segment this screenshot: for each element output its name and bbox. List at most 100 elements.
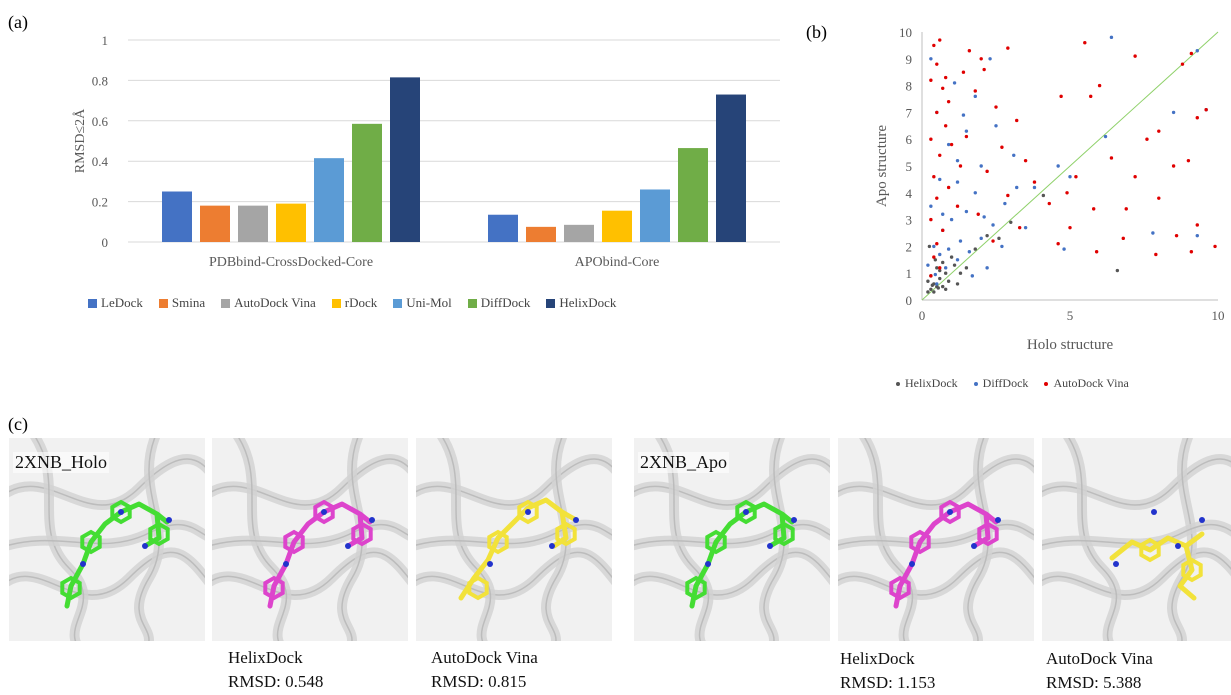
scatter-point xyxy=(985,169,989,174)
molecule-render: 2XNB_Holo xyxy=(9,438,205,641)
caption-method: AutoDock Vina xyxy=(1046,649,1153,668)
scatter-point xyxy=(985,233,989,238)
scatter-point xyxy=(938,276,942,281)
scatter-point xyxy=(952,263,957,267)
scatter-point xyxy=(1171,164,1176,168)
scatter-point xyxy=(1003,201,1007,206)
scatter-point xyxy=(982,215,986,219)
scatter-point xyxy=(932,175,936,179)
scatter-point xyxy=(930,283,935,287)
ligand xyxy=(263,499,375,609)
scatter-point xyxy=(979,236,983,241)
scatter-point xyxy=(1032,180,1037,184)
bar xyxy=(352,123,382,242)
scatter-point xyxy=(935,282,939,286)
scatter-point xyxy=(1151,231,1155,235)
protein-ligand-image xyxy=(212,438,408,641)
scatter-point xyxy=(943,271,948,275)
molecule-title: 2XNB_Holo xyxy=(13,452,110,473)
y-tick-label: 5 xyxy=(906,159,913,174)
protein-ribbon-edge xyxy=(9,458,205,506)
scatter-point xyxy=(1195,49,1199,53)
protein-ribbon xyxy=(1042,547,1231,600)
scatter-point xyxy=(1091,207,1096,211)
scatter-point xyxy=(1041,193,1046,198)
protein-ribbon-edge xyxy=(9,551,205,596)
scatter-point xyxy=(1006,193,1010,198)
scatter-point xyxy=(1012,153,1016,157)
nitrogen-atom xyxy=(525,509,531,515)
ligand-ring xyxy=(60,575,82,601)
ligand-ring xyxy=(939,499,961,525)
scatter-point xyxy=(1109,156,1114,160)
scatter-point xyxy=(946,142,951,147)
scatter-point xyxy=(1047,201,1051,206)
scatter-point xyxy=(1056,164,1060,168)
caption-method: HelixDock xyxy=(840,649,915,668)
ligand-ring xyxy=(555,521,577,547)
scatter-point xyxy=(932,244,936,249)
scatter-point xyxy=(955,204,960,208)
protein-ribbon-edge xyxy=(238,438,288,641)
scatter-point xyxy=(1180,62,1185,66)
legend-item: rDock xyxy=(331,295,377,311)
scatter-point xyxy=(935,242,939,246)
caption-method: HelixDock xyxy=(228,648,303,667)
scatter-point xyxy=(955,282,960,286)
scatter-point xyxy=(938,177,942,182)
legend-marker xyxy=(973,381,978,386)
ligand-ring xyxy=(909,529,931,555)
legend-item: HelixDock xyxy=(546,295,616,311)
y-tick-label: 7 xyxy=(906,105,913,120)
scatter-point xyxy=(1124,207,1128,211)
scatter-point xyxy=(952,81,957,85)
nitrogen-atom xyxy=(345,543,351,549)
ligand-ring xyxy=(889,575,911,601)
nitrogen-atom xyxy=(487,561,493,567)
scatter-point xyxy=(1157,129,1161,133)
bar xyxy=(162,191,192,242)
scatter-point xyxy=(1009,220,1013,224)
legend-swatch xyxy=(467,298,477,308)
protein-ligand-image xyxy=(634,438,830,641)
scatter-point xyxy=(946,99,951,104)
y-tick-label: 0 xyxy=(906,293,913,308)
scatter-point xyxy=(926,290,930,294)
legend-marker xyxy=(896,381,900,386)
protein-ribbon-edge xyxy=(838,458,1034,506)
scatter-point xyxy=(1083,41,1087,45)
scatter-point xyxy=(938,38,942,42)
molecule-caption: HelixDock RMSD: 1.153 xyxy=(840,647,935,695)
x-tick-label: 5 xyxy=(1067,308,1074,323)
scatter-point xyxy=(988,57,992,61)
caption-method: AutoDock Vina xyxy=(431,648,538,667)
scatter-point xyxy=(991,223,995,227)
scatter-point xyxy=(932,255,936,259)
scatter-point xyxy=(970,274,975,278)
protein-ribbon-edge xyxy=(138,438,160,641)
bar-chart: 0 0.2 0.4 0.6 0.8 1 RMSD≤2Å PDBbind-CrossDocked… xyxy=(72,33,780,270)
y-tick-label: 4 xyxy=(906,186,913,201)
nitrogen-atom xyxy=(549,543,555,549)
nitrogen-atom xyxy=(909,561,915,567)
nitrogen-atom xyxy=(573,517,579,523)
scatter-point xyxy=(1189,250,1194,254)
scatter-point xyxy=(1121,236,1125,241)
bar xyxy=(390,77,420,243)
scatter-point xyxy=(1068,175,1072,179)
protein-ribbon-edge xyxy=(416,458,612,506)
bar xyxy=(314,158,344,242)
scatter-point xyxy=(955,258,960,262)
scatter-point xyxy=(976,212,980,216)
scatter-point xyxy=(929,137,933,141)
scatter-point xyxy=(946,247,951,251)
scatter-point xyxy=(958,271,963,275)
protein-ribbon-edge xyxy=(545,438,567,641)
nitrogen-atom xyxy=(995,517,1001,523)
scatter-point xyxy=(1145,137,1149,141)
ligand-ring xyxy=(1139,537,1161,563)
nitrogen-atom xyxy=(142,543,148,549)
scatter-point xyxy=(941,284,945,289)
scatter-point xyxy=(1157,196,1161,200)
scatter-point xyxy=(1023,158,1028,163)
